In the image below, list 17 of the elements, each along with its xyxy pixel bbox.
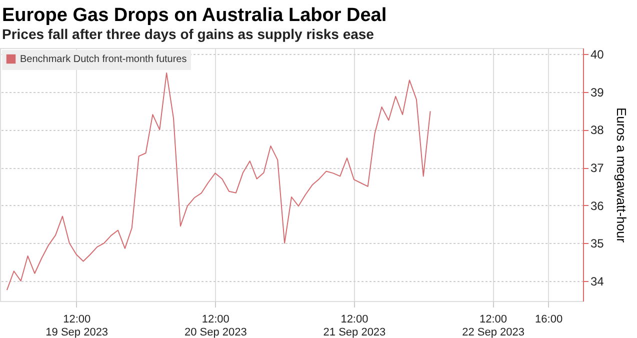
legend-label: Benchmark Dutch front-month futures — [20, 54, 187, 65]
x-tick-label: 12:00 20 Sep 2023 — [184, 314, 247, 338]
line-series — [6, 72, 431, 291]
y-tick-label: 37 — [590, 161, 604, 176]
y-tick-label: 36 — [590, 198, 604, 213]
chart-subtitle: Prices fall after three days of gains as supply risks ease — [2, 26, 374, 42]
y-tick-label: 38 — [590, 123, 604, 138]
chart-title: Europe Gas Drops on Australia Labor Deal — [2, 5, 387, 26]
y-axis-title: Euros a megawatt-hour — [614, 107, 629, 244]
y-tick-label: 34 — [590, 274, 604, 288]
y-tick-label: 39 — [590, 85, 604, 100]
x-tick-label: 12:00 21 Sep 2023 — [323, 314, 386, 338]
y-tick-label: 35 — [590, 236, 604, 251]
x-tick-label: 12:00 19 Sep 2023 — [46, 314, 108, 338]
x-tick-label: 16:00 — [535, 314, 563, 326]
x-tick-label: 12:00 22 Sep 2023 — [462, 314, 524, 338]
y-tick-label: 40 — [590, 48, 604, 62]
